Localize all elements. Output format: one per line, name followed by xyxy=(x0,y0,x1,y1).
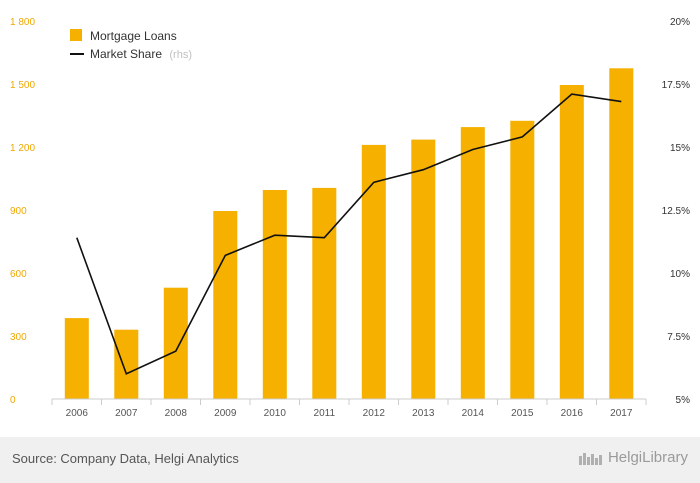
legend: Mortgage Loans Market Share (rhs) xyxy=(70,29,192,61)
legend-label-market-share-name: Market Share xyxy=(90,47,162,61)
legend-label-market-share-suffix: (rhs) xyxy=(169,49,192,61)
bar-2016 xyxy=(559,85,584,399)
left-tick-label: 900 xyxy=(10,206,27,217)
market-share-line xyxy=(76,93,622,375)
x-tick-label: 2007 xyxy=(115,408,138,419)
x-tick-label: 2014 xyxy=(462,408,485,419)
x-tick-label: 2017 xyxy=(610,408,633,419)
bar-2012 xyxy=(361,144,386,399)
bar-2013 xyxy=(411,139,436,399)
left-tick-label: 600 xyxy=(10,269,27,280)
x-tick-label: 2006 xyxy=(66,408,89,419)
x-tick-label: 2008 xyxy=(165,408,188,419)
bar-2014 xyxy=(460,127,485,399)
left-axis: 0 300 600 900 1 200 1 500 1 800 xyxy=(10,17,35,406)
bar-2007 xyxy=(114,329,139,399)
x-tick-label: 2011 xyxy=(314,408,336,419)
bar-2015 xyxy=(510,120,535,400)
brand: HelgiLibrary xyxy=(578,449,688,466)
x-tick-label: 2012 xyxy=(363,408,386,419)
right-tick-label: 17.5% xyxy=(662,80,690,91)
x-tick-label: 2013 xyxy=(412,408,435,419)
right-axis: 5% 7.5% 10% 12.5% 15% 17.5% 20% xyxy=(662,17,690,406)
bar-2006 xyxy=(64,318,89,399)
legend-swatch-mortgage-loans xyxy=(70,29,82,41)
right-tick-label: 7.5% xyxy=(667,332,690,343)
left-tick-label: 300 xyxy=(10,332,27,343)
bar-2008 xyxy=(163,287,188,399)
x-tick-label: 2016 xyxy=(561,408,584,419)
bars-group xyxy=(64,68,634,400)
left-tick-label: 1 200 xyxy=(10,143,35,154)
footer: Source: Company Data, Helgi Analytics He… xyxy=(0,437,700,483)
left-tick-label: 1 800 xyxy=(10,17,35,28)
right-tick-label: 12.5% xyxy=(662,206,690,217)
left-tick-label: 1 500 xyxy=(10,80,35,91)
x-tick-label: 2009 xyxy=(214,408,237,419)
left-tick-label: 0 xyxy=(10,395,16,406)
right-tick-label: 10% xyxy=(670,269,690,280)
legend-label-market-share: Market Share (rhs) xyxy=(90,47,192,61)
right-tick-label: 5% xyxy=(676,395,691,406)
bar-2009 xyxy=(213,211,238,399)
x-tick-label: 2010 xyxy=(264,408,287,419)
library-logo-icon xyxy=(578,452,602,465)
x-tick-label: 2015 xyxy=(511,408,534,419)
bar-2017 xyxy=(609,68,634,400)
bar-2011 xyxy=(312,187,337,399)
bar-2010 xyxy=(262,190,287,399)
legend-label-mortgage-loans: Mortgage Loans xyxy=(90,29,177,43)
source-note: Source: Company Data, Helgi Analytics xyxy=(12,451,239,466)
x-axis: 2006 2007 2008 2009 2010 2011 2012 2013 2014 2015… xyxy=(51,399,647,419)
line-group xyxy=(76,93,622,375)
brand-name: HelgiLibrary xyxy=(607,449,688,466)
right-tick-label: 20% xyxy=(670,17,690,28)
right-tick-label: 15% xyxy=(670,143,690,154)
chart: 0 300 600 900 1 200 1 500 1 800 5% 7.5% 10% 12.5%… xyxy=(10,17,690,419)
